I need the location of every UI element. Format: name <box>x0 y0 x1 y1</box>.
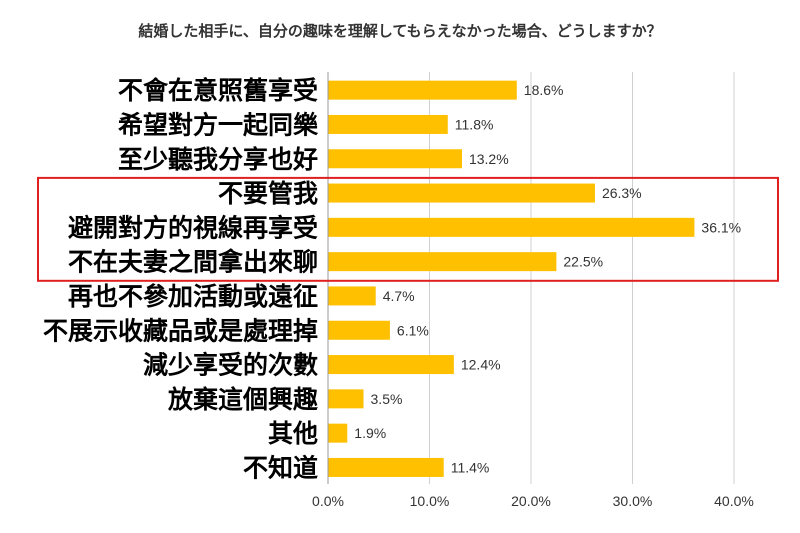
category-label: 不會在意照舊享受 <box>118 76 318 105</box>
bar <box>328 217 695 237</box>
category-label: 再也不參加活動或遠征 <box>68 282 318 311</box>
x-tick-label: 10.0% <box>410 493 450 509</box>
category-label: 不展示收藏品或是處理掉 <box>43 316 318 345</box>
bar <box>328 423 348 443</box>
value-label: 4.7% <box>383 288 415 304</box>
bar <box>328 286 376 306</box>
category-label: 不在夫妻之間拿出來聊 <box>68 248 318 277</box>
x-tick-label: 30.0% <box>613 493 653 509</box>
category-label: 減少享受的次數 <box>143 351 318 380</box>
bar <box>328 183 595 203</box>
category-label: 放棄這個興趣 <box>167 385 318 414</box>
bar <box>328 355 454 375</box>
bar <box>328 149 462 169</box>
bar <box>328 457 444 477</box>
value-label: 11.8% <box>455 116 494 132</box>
value-label: 11.4% <box>451 459 490 475</box>
category-label: 其他 <box>268 419 318 448</box>
category-label: 希望對方一起同樂 <box>118 110 319 139</box>
value-label: 18.6% <box>524 82 564 98</box>
category-label: 避開對方的視線再享受 <box>68 213 318 242</box>
value-label: 26.3% <box>602 185 642 201</box>
value-label: 22.5% <box>563 254 603 270</box>
value-label: 6.1% <box>397 322 429 338</box>
value-label: 36.1% <box>701 219 741 235</box>
bar <box>328 80 517 100</box>
category-label: 不要管我 <box>218 179 318 208</box>
x-tick-label: 0.0% <box>312 493 344 509</box>
x-tick-label: 20.0% <box>511 493 551 509</box>
value-label: 1.9% <box>354 425 386 441</box>
bar <box>328 114 448 134</box>
chart-title: 結婚した相手に、自分の趣味を理解してもらえなかった場合、どうしますか？ <box>138 22 662 40</box>
x-tick-label: 40.0% <box>714 493 754 509</box>
bar <box>328 252 557 272</box>
category-label: 至少聽我分享也好 <box>118 145 318 174</box>
bar <box>328 320 390 340</box>
value-label: 12.4% <box>461 357 501 373</box>
value-label: 13.2% <box>469 151 509 167</box>
bar <box>328 389 364 409</box>
highlight-box <box>37 176 779 282</box>
category-label: 不知道 <box>243 453 318 482</box>
value-label: 3.5% <box>371 391 403 407</box>
